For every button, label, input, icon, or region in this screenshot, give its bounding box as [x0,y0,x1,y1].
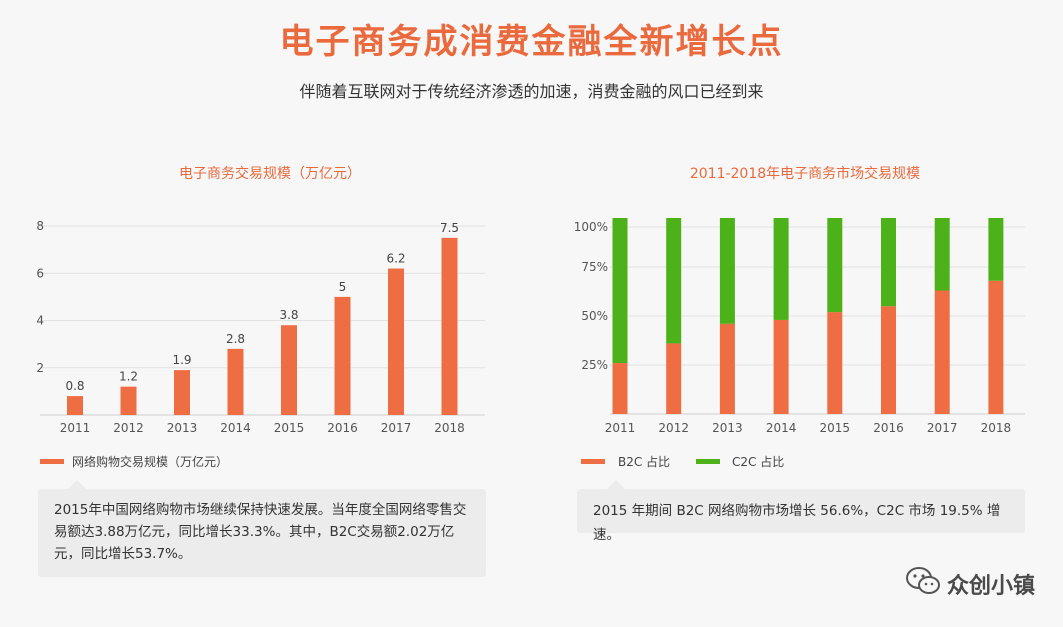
chart1-xtick-label: 2012 [113,421,144,435]
chart2-xtick-label: 2015 [820,421,851,435]
chart2-bar-c2c [827,218,843,313]
chart2-xtick-label: 2014 [766,421,797,435]
chart1-bar [174,370,190,415]
chart1-ytick-label: 8 [36,219,44,233]
chart2-ytick-label: 50% [581,309,608,323]
note-left: 2015年中国网络购物市场继续保持快速发展。当年度全国网络零售交易额达3.88万… [38,489,486,577]
chart2-xtick-label: 2012 [658,421,689,435]
page-subtitle: 伴随着互联网对于传统经济渗透的加速，消费金融的风口已经到来 [299,82,764,101]
chart1-bar [67,396,83,415]
chart2-bar-b2c [719,323,735,414]
chart1-data-label: 6.2 [386,252,405,266]
chart1-bar [227,348,244,415]
chart1-legend-label: 网络购物交易规模（万亿元） [72,454,228,469]
chart2-bar-b2c [988,280,1004,414]
chart1-data-label: 2.8 [226,332,245,346]
chart2-bar-c2c [934,218,950,291]
chart1-data-label: 0.8 [65,379,84,393]
note1-arrow [68,480,86,489]
chart1-data-label: 1.9 [172,353,191,367]
chart1-bar [441,237,458,415]
chart2-bar-c2c [881,218,896,307]
chart1-legend-swatch [40,459,64,464]
chart2-title: 2011-2018年电子商务市场交易规模 [689,166,921,182]
note2-arrow [607,480,625,489]
chart2-bar-b2c [934,290,950,414]
chart2-xtick-label: 2011 [605,421,636,435]
chart1-data-label: 3.8 [279,308,298,322]
chart1-xtick-label: 2013 [167,421,198,435]
chart2-xtick-label: 2013 [712,421,743,435]
chart2-bar-b2c [827,312,843,414]
chart2-bar-c2c [666,218,682,344]
chart1-ytick-label: 6 [36,266,44,280]
chart2-bar-c2c [719,218,735,324]
chart2-bar-b2c [666,343,682,414]
chart1-bar [334,296,351,415]
watermark-text: 众创小镇 [946,574,1035,599]
chart2-ytick-label: 75% [581,260,608,274]
chart2-xtick-label: 2016 [873,421,904,435]
chart2-legend-swatch-c2c [696,459,720,464]
chart2-legend-label-c2c: C2C 占比 [732,454,784,469]
chart2-bar-c2c [773,218,789,320]
page-title: 电子商务成消费金融全新增长点 [279,22,784,62]
chart2-ytick-label: 25% [581,358,608,372]
chart2-xtick-label: 2018 [981,421,1012,435]
chart1-xtick-label: 2016 [327,421,358,435]
chart2-legend-label-b2c: B2C 占比 [618,454,670,469]
chart2-legend-swatch-b2c [581,459,605,464]
chart1-ytick-label: 4 [36,314,44,328]
watermark: 众创小镇 [905,566,1035,602]
chart2-bar-c2c [988,218,1004,281]
chart1-title: 电子商务交易规模（万亿元） [179,166,361,182]
chart2-ytick-label: 100% [574,220,608,234]
chart2-bar-b2c [881,306,896,414]
chart1-xtick-label: 2017 [381,421,412,435]
chart1-xtick-label: 2018 [434,421,465,435]
chart1-bar [120,386,137,415]
note-right: 2015 年期间 B2C 网络购物市场增长 56.6%，C2C 市场 19.5%… [577,489,1025,543]
chart1-ytick-label: 2 [36,361,44,375]
chart2-bar-b2c [612,363,628,414]
chart1-data-label: 7.5 [440,221,459,235]
chart1-data-label: 1.2 [119,370,138,384]
chart1-bar [281,325,297,415]
chart1-xtick-label: 2011 [60,421,91,435]
chart2-bar-b2c [773,319,789,414]
chart2-xtick-label: 2017 [927,421,958,435]
chart1-data-label: 5 [339,280,347,294]
wechat-icon [905,566,941,602]
chart2-bar-c2c [612,218,628,364]
chart1-xtick-label: 2015 [274,421,305,435]
chart1-bar [388,268,404,415]
chart1-xtick-label: 2014 [220,421,251,435]
